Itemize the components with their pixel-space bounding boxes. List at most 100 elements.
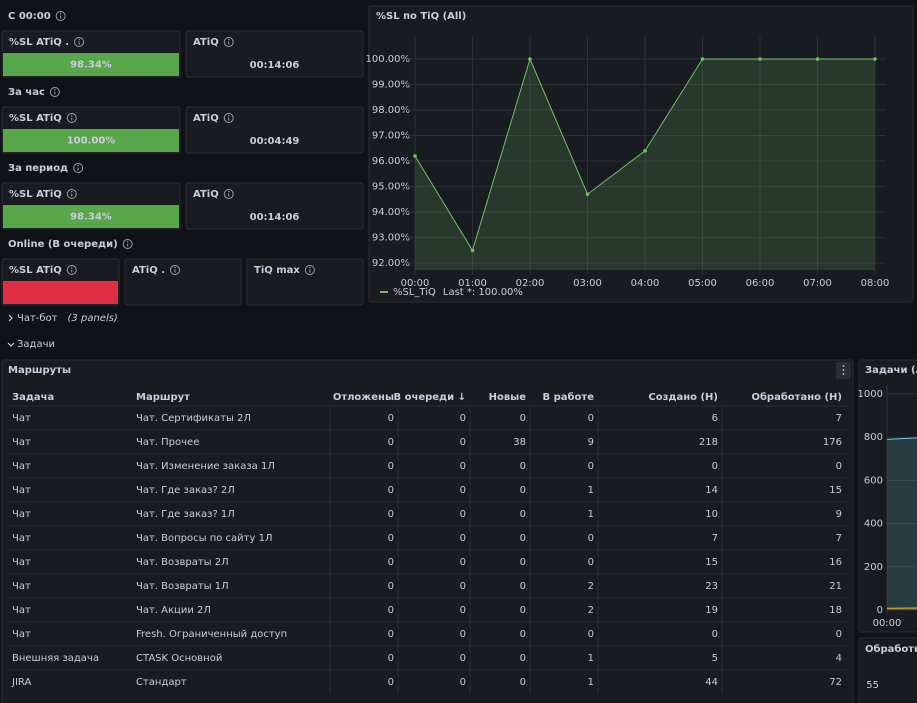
table-cell: Чат. Возвраты 2Л [136,557,229,568]
panel-title: Задачи (All [865,365,917,376]
y-tick-label: 1000 [858,389,883,400]
panel-title: %SL по TiQ (All) [376,11,466,22]
stat-value: 100.00% [67,136,116,147]
table-cell: 0 [588,629,594,640]
section-title: С 00:00 [8,11,51,22]
menu-dot [842,365,845,367]
info-icon [122,239,133,249]
legend-value: Last *: 100.00% [443,287,523,298]
column-header: Создано (Н) [648,392,718,403]
info-icon-dot [54,89,56,91]
table-cell: Внешняя задача [12,653,99,664]
panel [185,106,364,154]
stat-value: 98.34% [70,212,112,223]
table-cell: 0 [460,437,466,448]
info-icon [66,113,77,123]
row-chevron [7,342,15,347]
x-tick-label: 00:00 [401,278,430,289]
panel-title: ATiQ [193,37,219,48]
y-tick-label: 96.00% [372,156,410,167]
table-cell: 72 [829,677,842,688]
row-title: Чат-бот [17,313,58,324]
info-icon [55,11,66,21]
data-point [585,192,590,197]
stat-value: 00:14:06 [250,212,300,223]
info-icon-dot [78,39,80,41]
info-icon [170,265,180,275]
table-cell: 0 [388,533,394,544]
table-cell: 0 [588,413,594,424]
panel-title: Обработка [865,643,917,655]
table-cell: Чат [12,461,31,472]
y-tick-label: 97.00% [372,131,410,142]
info-icon-dot [71,267,73,269]
legend-label: %SL_TiQ [393,287,436,298]
stat-bar [3,53,179,76]
table-cell: Чат [12,581,31,592]
series-area [415,59,875,271]
table-cell: 10 [705,509,718,520]
stat-value: 00:14:06 [250,60,300,71]
data-point [528,57,532,61]
table-cell: Чат. Акции 2Л [136,605,211,616]
table-cell: 0 [460,581,466,592]
table-cell: 19 [705,605,718,616]
table-cell: Чат. Сертификаты 2Л [136,413,251,424]
panel [185,30,364,78]
table-cell: 0 [588,557,594,568]
x-tick-label: 02:00 [516,278,545,289]
table-cell: 0 [460,605,466,616]
table-cell: 0 [388,629,394,640]
table-cell: 0 [588,461,594,472]
table-cell: 0 [460,509,466,520]
panel [858,359,917,633]
table-cell: 0 [460,413,466,424]
y-tick-label: 800 [864,432,883,443]
row-title: Задачи [17,339,55,350]
y-tick-label: 400 [864,519,883,530]
stat-bar [3,281,118,304]
table-cell: 0 [388,605,394,616]
y-tick-label: 55 [866,680,879,691]
table-cell: 9 [588,437,594,448]
table-cell: 0 [388,581,394,592]
info-icon-dot [228,115,230,117]
table-cell: 0 [520,605,526,616]
data-point [758,57,762,61]
table-cell: 0 [520,533,526,544]
table-cell: 0 [460,533,466,544]
y-tick-label: 92.00% [372,258,410,269]
info-icon [223,113,234,123]
y-tick-label: 93.00% [372,233,410,244]
table-cell: 1 [588,677,594,688]
info-icon [223,189,234,199]
x-tick-label: 00:00 [873,618,902,629]
panel [185,182,364,230]
panel-title: TiQ max [254,265,300,276]
panel [246,258,364,306]
panel [858,637,917,703]
table-cell: Чат [12,485,31,496]
table-cell: Чат [12,557,31,568]
table-cell: 23 [705,581,718,592]
info-icon-dot [174,267,176,269]
table-cell: 1 [588,485,594,496]
panel-title: %SL ATiQ [9,113,62,124]
table-cell: 7 [836,533,842,544]
table-cell: Чат [12,629,31,640]
table-cell: 21 [829,581,842,592]
panel-title: %SL ATiQ . [9,37,69,48]
table-cell: Чат. Вопросы по сайту 1Л [136,533,272,544]
table-cell: 16 [829,557,842,568]
table-cell: Чат [12,605,31,616]
table-cell: 0 [388,461,394,472]
table-cell: Чат. Изменение заказа 1Л [136,461,275,472]
table-cell: 2 [588,605,594,616]
table-cell: Чат [12,437,31,448]
table-cell: 7 [836,413,842,424]
info-icon-dot [309,267,311,269]
info-icon [74,37,85,47]
info-icon-dot [71,115,73,117]
table-cell: 15 [705,557,718,568]
